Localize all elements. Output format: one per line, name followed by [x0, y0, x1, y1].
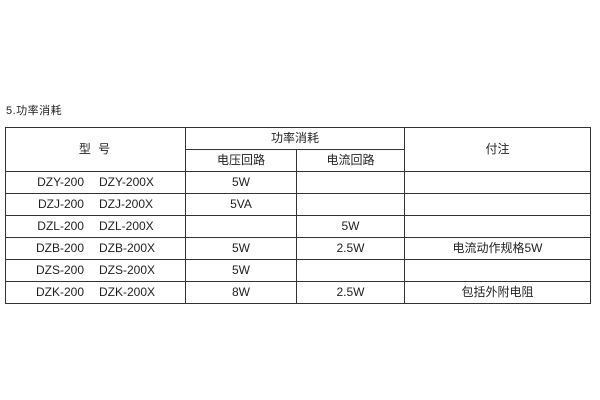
cell-current: 2.5W [295, 281, 406, 304]
model-name: DZB-200 [35, 241, 84, 255]
cell-model: DZK-200 DZK-200X [5, 281, 186, 304]
model-name-x: DZL-200X [98, 219, 154, 233]
table-row: DZK-200 DZK-200X 8W 2.5W 包括外附电阻 [5, 281, 592, 304]
cell-voltage: 5W [185, 237, 297, 260]
model-name: DZS-200 [35, 263, 84, 277]
header-model: 型 号 [5, 127, 186, 172]
cell-note: 电流动作规格5W [404, 237, 592, 260]
table-row: DZJ-200 DZJ-200X 5VA [5, 193, 592, 216]
cell-model: DZS-200 DZS-200X [5, 259, 186, 282]
cell-voltage: 5W [185, 171, 297, 194]
header-voltage-circuit: 电压回路 [185, 149, 297, 172]
header-note: 付注 [404, 127, 592, 172]
model-name: DZJ-200 [37, 197, 84, 211]
header-power-group: 功率消耗 [184, 127, 406, 150]
cell-voltage: 5W [185, 259, 297, 282]
cell-current: 5W [295, 215, 406, 238]
table-row: DZY-200 DZY-200X 5W [5, 171, 592, 194]
model-name: DZL-200 [37, 219, 84, 233]
cell-model: DZJ-200 DZJ-200X [5, 193, 186, 216]
power-consumption-table: 型 号 功率消耗 付注 电压回路 电流回路 DZY-200 DZY-200X 5… [5, 127, 592, 304]
cell-note: 包括外附电阻 [404, 281, 592, 304]
cell-model: DZB-200 DZB-200X [5, 237, 186, 260]
cell-note [404, 193, 592, 216]
section-title: 5.功率消耗 [6, 105, 63, 117]
cell-model: DZL-200 DZL-200X [5, 215, 186, 238]
model-name-x: DZB-200X [99, 241, 156, 255]
cell-note [404, 259, 592, 282]
model-name-x: DZY-200X [99, 175, 154, 189]
table-row: DZS-200 DZS-200X 5W [5, 259, 592, 282]
cell-voltage: 5VA [185, 193, 297, 216]
header-row-1: 型 号 功率消耗 付注 [5, 127, 592, 172]
cell-model: DZY-200 DZY-200X [5, 171, 186, 194]
table-row: DZB-200 DZB-200X 5W 2.5W 电流动作规格5W [5, 237, 592, 260]
model-name-x: DZJ-200X [98, 197, 154, 211]
model-name-x: DZS-200X [99, 263, 156, 277]
cell-current [295, 259, 406, 282]
model-name: DZK-200 [35, 285, 84, 299]
table-row: DZL-200 DZL-200X 5W [5, 215, 592, 238]
model-name: DZY-200 [37, 175, 84, 189]
cell-voltage [185, 215, 297, 238]
cell-note [404, 171, 592, 194]
cell-current: 2.5W [295, 237, 406, 260]
cell-voltage: 8W [185, 281, 297, 304]
cell-note [404, 215, 592, 238]
model-name-x: DZK-200X [99, 285, 156, 299]
cell-current [295, 171, 406, 194]
header-current-circuit: 电流回路 [295, 149, 406, 172]
cell-current [295, 193, 406, 216]
